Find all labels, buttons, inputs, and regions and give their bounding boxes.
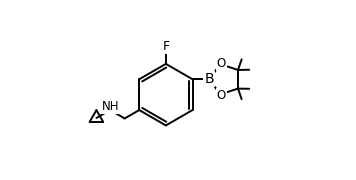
Text: NH: NH	[101, 100, 119, 113]
Text: O: O	[216, 89, 226, 102]
Text: O: O	[216, 57, 226, 70]
Text: F: F	[162, 40, 169, 53]
Text: B: B	[204, 72, 214, 86]
